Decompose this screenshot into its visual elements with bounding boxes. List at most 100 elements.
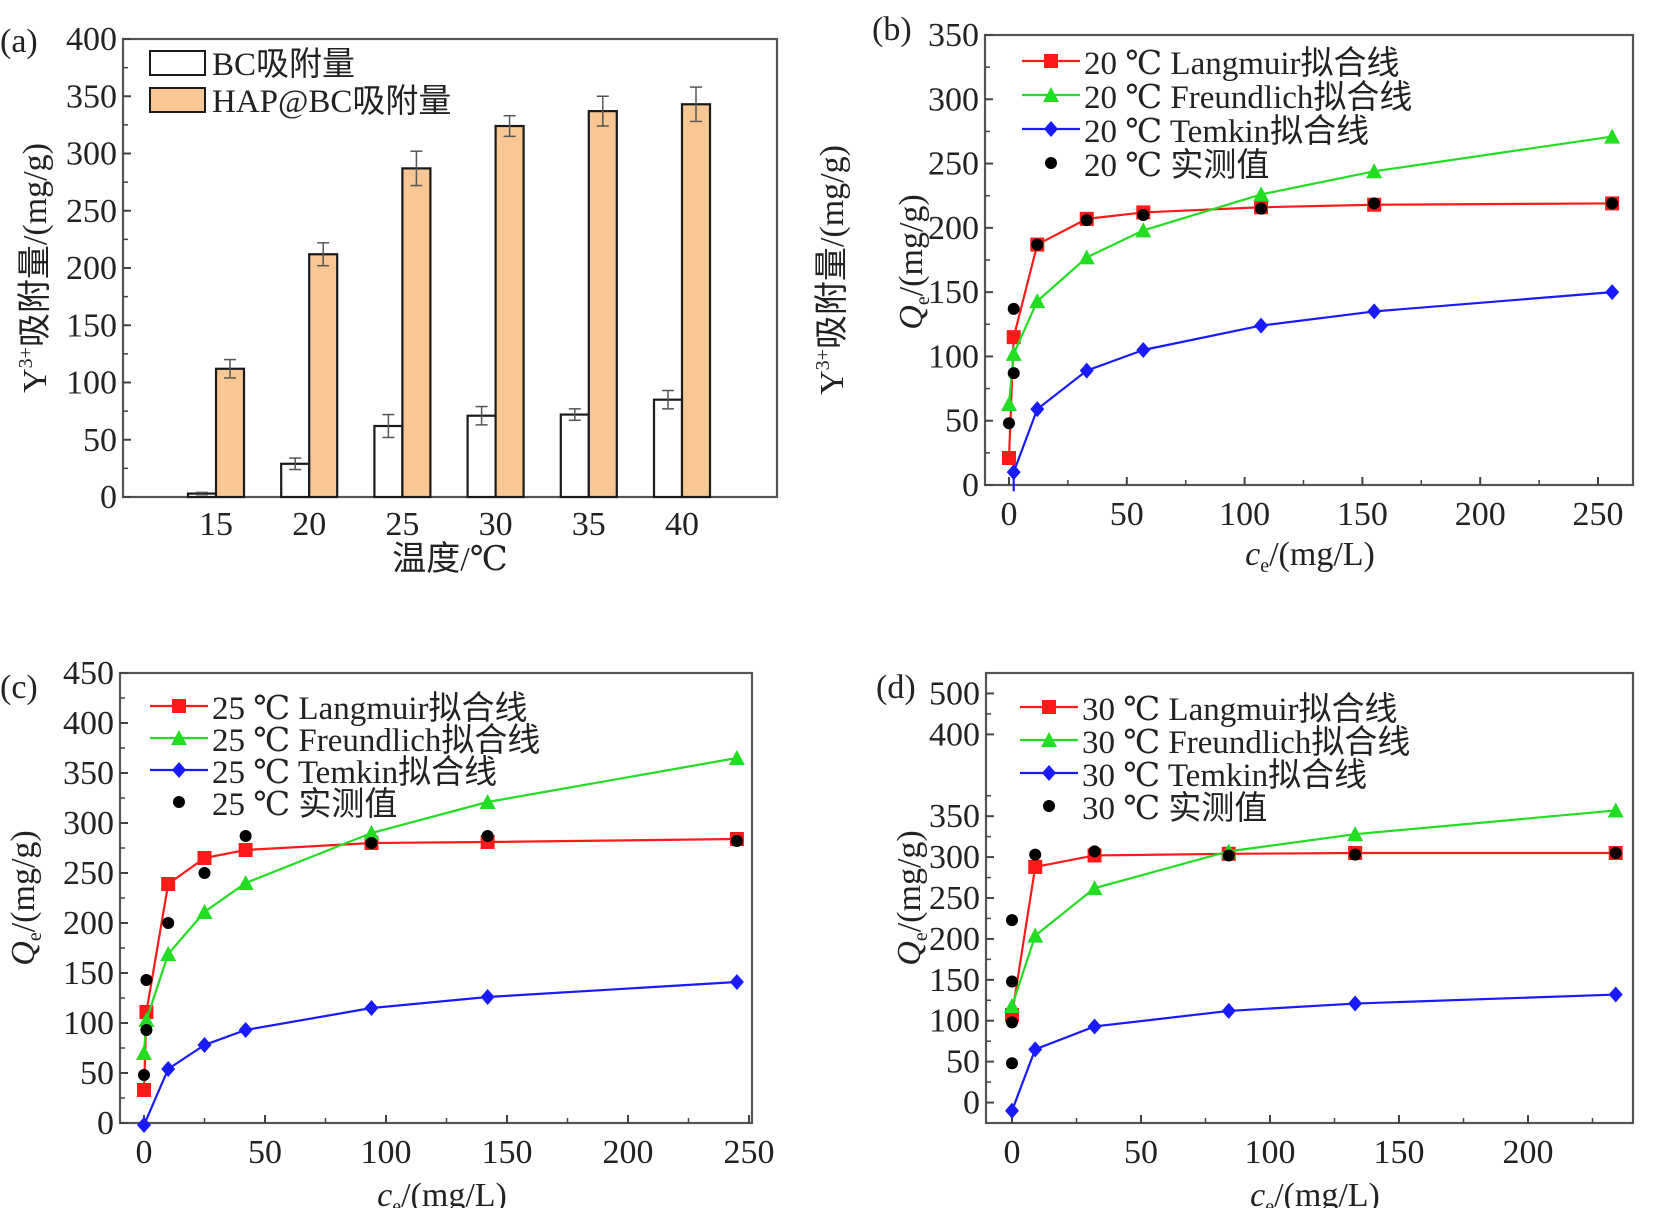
- marker-diamond: [137, 1117, 151, 1133]
- marker-diamond: [480, 989, 495, 1005]
- panel-label: (b): [872, 11, 912, 48]
- legend-item: 30 ℃ 实测值: [1043, 790, 1267, 827]
- marker-circle: [481, 830, 494, 842]
- y-axis-title-main: Y: [814, 370, 851, 395]
- error-bar: [690, 86, 702, 123]
- marker-diamond: [1367, 303, 1382, 320]
- y-tick-label: 100: [63, 1005, 114, 1042]
- x-axis-title-main: c: [1250, 1177, 1265, 1208]
- marker-circle: [365, 837, 378, 849]
- legend-item: 20 ℃ 实测值: [1045, 147, 1269, 184]
- y-tick-label: 300: [929, 839, 980, 876]
- series-3: [1003, 197, 1619, 430]
- y-tick-label: 500: [929, 675, 980, 712]
- legend-label: BC吸附量: [212, 46, 355, 83]
- x-tick-label: 40: [665, 506, 699, 543]
- y-tick-label: 200: [66, 250, 117, 287]
- marker-circle: [1222, 849, 1235, 862]
- x-axis-title-rest: /(mg/L): [1269, 536, 1375, 573]
- panel-c: (c) 0 50 100 150 200 250 300 350 400 450 0 50 100 150 2…: [0, 655, 775, 1208]
- marker-circle: [1006, 914, 1018, 927]
- legend-label: 20 ℃ Freundlich拟合线: [1084, 79, 1412, 116]
- legend-label: 25 ℃ 实测值: [212, 786, 397, 823]
- marker-diamond: [1605, 284, 1620, 301]
- marker-triangle: [1135, 222, 1152, 238]
- marker-diamond: [1221, 1002, 1236, 1019]
- legend-label: HAP@BC吸附量: [212, 83, 451, 120]
- x-tick-label: 0: [1001, 496, 1018, 533]
- series-line: [1010, 993, 1616, 1112]
- marker-circle: [140, 974, 153, 986]
- marker-square: [1042, 700, 1056, 714]
- x-axis-title-sub: e: [1265, 1196, 1274, 1208]
- y-tick-label: 150: [63, 955, 114, 992]
- y-axis-title-sub: e: [912, 296, 934, 305]
- marker-triangle: [237, 875, 254, 890]
- error-bar: [224, 358, 236, 379]
- panel-d: (d) 0 50 100 150 200 250 300 350 400 500 0 50 100 150 2…: [876, 669, 1635, 1208]
- marker-diamond: [1087, 1018, 1102, 1035]
- marker-circle: [1006, 1057, 1018, 1070]
- marker-circle: [198, 867, 211, 879]
- marker-triangle: [136, 1045, 152, 1060]
- y-tick-label: 300: [66, 136, 117, 173]
- marker-triangle: [1005, 345, 1022, 361]
- y-tick-label: 100: [929, 1003, 980, 1040]
- y-tick-label: 400: [66, 21, 117, 58]
- y-tick-label: 350: [929, 798, 980, 835]
- marker-circle: [1029, 848, 1042, 861]
- series-line: [1010, 851, 1616, 1016]
- marker-circle: [1368, 197, 1381, 210]
- marker-square: [1002, 451, 1016, 465]
- marker-diamond: [172, 762, 186, 778]
- marker-square: [1028, 859, 1043, 874]
- marker-triangle: [1253, 186, 1270, 202]
- marker-circle: [1349, 848, 1362, 861]
- y-axis-title-main: Q: [5, 941, 42, 966]
- error-bar: [503, 114, 516, 138]
- marker-triangle: [138, 1012, 155, 1027]
- y-axis-title-main: Q: [891, 941, 928, 966]
- marker-triangle: [728, 750, 745, 765]
- x-tick-label: 15: [199, 506, 233, 543]
- y-axis-title-main: Q: [893, 305, 930, 330]
- y-axis-title-sub: e: [24, 932, 46, 941]
- legend-label: 30 ℃ Temkin拟合线: [1082, 757, 1367, 794]
- marker-triangle: [1004, 998, 1020, 1013]
- x-tick-label: 100: [361, 1134, 412, 1171]
- y-tick-label: 100: [66, 365, 117, 402]
- marker-square: [1006, 330, 1021, 345]
- x-tick-label: 0: [136, 1134, 153, 1171]
- y-tick-label: 400: [929, 716, 980, 753]
- y-axis-title-sup: 3+: [15, 347, 37, 368]
- legend-item: 20 ℃ Temkin拟合线: [1022, 113, 1369, 150]
- y-axis-title-rest: /(mg/g): [893, 194, 930, 296]
- x-tick-label: 150: [1337, 496, 1388, 533]
- x-axis-title: ce/(mg/L): [1245, 536, 1375, 577]
- marker-diamond: [1030, 401, 1045, 418]
- marker-circle: [1088, 845, 1101, 858]
- marker-circle: [1045, 157, 1057, 169]
- marker-triangle: [1027, 927, 1044, 943]
- y-tick-label: 350: [928, 17, 979, 54]
- marker-triangle: [1604, 128, 1621, 144]
- legend-label: 20 ℃ Temkin拟合线: [1084, 113, 1369, 150]
- marker-triangle: [160, 946, 177, 961]
- marker-circle: [1606, 197, 1619, 210]
- y-axis-title: Qe/(mg/g): [5, 830, 46, 965]
- marker-triangle: [479, 794, 496, 809]
- marker-diamond: [729, 974, 744, 990]
- series-2: [137, 974, 744, 1133]
- x-axis-title-rest: /(mg/L): [401, 1177, 507, 1208]
- panel-label: (d): [876, 669, 916, 706]
- y-tick-label: 150: [66, 307, 117, 344]
- y-axis-title: Qe/(mg/g): [891, 830, 932, 965]
- legend-item: 25 ℃ Temkin拟合线: [150, 754, 497, 791]
- legend-label: 25 ℃ Temkin拟合线: [212, 754, 497, 791]
- marker-diamond: [1608, 986, 1623, 1003]
- marker-triangle: [1043, 87, 1059, 102]
- bar-bc: [559, 413, 590, 499]
- marker-square: [172, 699, 186, 713]
- error-bar: [410, 150, 423, 187]
- x-tick-label: 50: [1110, 496, 1144, 533]
